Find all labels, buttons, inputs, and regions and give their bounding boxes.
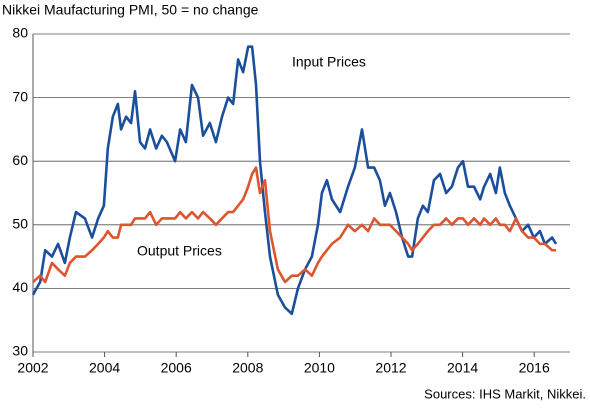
y-tick-label: 30 (12, 343, 28, 359)
x-tick-label: 2004 (89, 360, 120, 376)
series-line (31, 45, 558, 316)
x-tick-label: 2002 (17, 360, 48, 376)
y-tick-label: 80 (12, 25, 28, 41)
y-tick-label: 40 (12, 279, 28, 295)
y-tick-label: 70 (12, 88, 28, 104)
x-tick-label: 2010 (304, 360, 335, 376)
series-annotation: Input Prices (292, 54, 366, 70)
series-annotation: Output Prices (137, 243, 222, 259)
x-tick-label: 2016 (519, 360, 550, 376)
series-line (32, 166, 557, 284)
x-tick-label: 2006 (161, 360, 192, 376)
y-tick-label: 60 (12, 152, 28, 168)
x-tick-label: 2008 (232, 360, 263, 376)
y-tick-label: 50 (12, 216, 28, 232)
chart-title: Nikkei Maufacturing PMI, 50 = no change (2, 2, 259, 18)
x-tick-label: 2012 (375, 360, 406, 376)
source-note: Sources: IHS Markit, Nikkei. (424, 386, 586, 401)
x-tick-label: 2014 (447, 360, 478, 376)
